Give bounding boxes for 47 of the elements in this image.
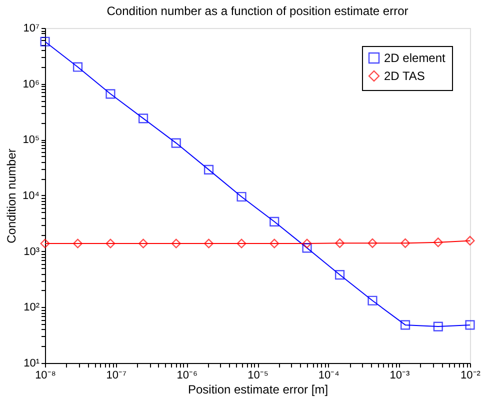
point [236,192,246,202]
point [72,238,83,248]
point [171,238,181,248]
legend-label: 2D TAS [384,69,425,83]
y-tick-label: 10⁷ [23,22,40,34]
point [400,320,410,330]
x-tick-label: 10⁻⁵ [248,370,268,382]
point [171,138,181,148]
point [138,238,148,248]
point [433,238,443,248]
point [106,89,116,99]
point [465,236,475,246]
y-axis-title: Condition number [4,148,19,244]
point [40,36,50,46]
x-tick-label: 10⁻² [460,370,481,382]
y-tick-label: 10⁴ [22,190,40,202]
point [40,238,50,248]
point [204,238,214,248]
point [334,270,345,280]
y-tick-label: 10¹ [24,358,40,370]
y-tick-label: 10² [24,302,40,314]
point [236,238,246,248]
point [302,238,312,248]
point [106,238,116,248]
point [302,243,312,253]
y-tick-label: 10⁵ [22,134,40,146]
x-tick-label: 10⁻⁸ [35,370,56,382]
y-tick-label: 10³ [24,246,40,258]
point [334,238,345,248]
point [270,216,280,226]
point [368,296,378,306]
x-tick-label: 10⁻⁶ [176,370,198,382]
y-tick-label: 10⁶ [22,78,40,90]
x-tick-label: 10⁻⁴ [318,370,340,382]
point [204,164,214,174]
point [138,114,148,124]
x-tick-label: 10⁻³ [390,370,410,382]
legend-label: 2D element [384,51,446,65]
x-axis-title: Position estimate error [m] [188,382,328,396]
chart-title: Condition number as a function of position estimate error [106,4,408,18]
point [368,238,378,248]
point [465,320,475,330]
point [72,62,83,72]
point [433,322,443,332]
point [400,238,410,248]
x-tick-label: 10⁻⁷ [106,370,126,382]
point [270,238,280,248]
